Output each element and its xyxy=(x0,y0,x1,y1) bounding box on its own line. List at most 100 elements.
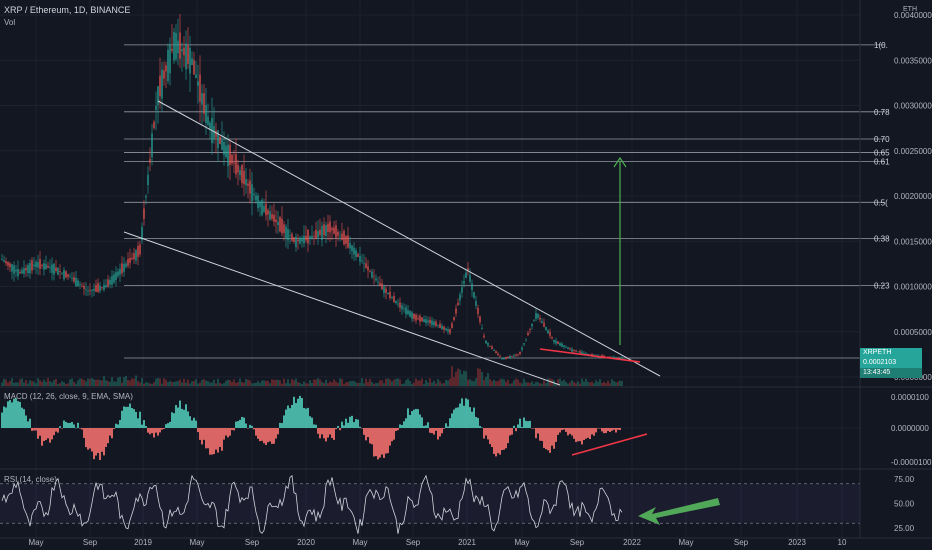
volume-bar xyxy=(251,383,253,386)
volume-bar xyxy=(23,382,25,386)
target-arrow-head[interactable] xyxy=(613,156,627,168)
candle-body xyxy=(591,353,593,356)
candle-body xyxy=(19,271,21,273)
y-tick-label: 0.0020000 xyxy=(894,192,932,201)
candle-body xyxy=(313,235,315,237)
volume-bar xyxy=(77,380,79,386)
rsi-label: RSI (14, close) xyxy=(4,475,57,484)
candle-body xyxy=(481,328,483,329)
volume-bar xyxy=(391,381,393,386)
volume-bar xyxy=(591,381,593,386)
macd-bar xyxy=(619,428,621,430)
macd-bar xyxy=(13,398,15,428)
macd-bar xyxy=(449,418,451,428)
price-support-line[interactable] xyxy=(539,348,641,363)
volume-bar xyxy=(315,379,317,386)
volume-bar xyxy=(121,382,123,386)
volume-bar xyxy=(477,368,479,386)
macd-bar xyxy=(89,428,91,449)
volume-bar xyxy=(377,382,379,386)
upper-trendline[interactable] xyxy=(157,100,661,377)
candle-body xyxy=(547,330,549,334)
volume-bar xyxy=(549,378,551,386)
candle-body xyxy=(53,264,55,275)
macd-bar xyxy=(1,412,3,428)
candle-body xyxy=(31,260,33,271)
candle-body xyxy=(399,302,401,308)
y-tick-label: 0.0030000 xyxy=(894,102,932,111)
volume-bar xyxy=(203,379,205,386)
macd-bar xyxy=(323,428,325,439)
volume-bar xyxy=(41,381,43,386)
macd-bar xyxy=(141,424,143,428)
macd-bar xyxy=(381,428,383,455)
candle-body xyxy=(273,214,275,222)
candle-body xyxy=(567,347,569,349)
volume-bar xyxy=(373,383,375,386)
macd-bar xyxy=(247,428,249,429)
volume-bar xyxy=(597,381,599,386)
volume-bar xyxy=(341,379,343,386)
candle-body xyxy=(501,358,503,360)
volume-bar xyxy=(503,379,505,386)
macd-bar xyxy=(371,428,373,445)
volume-bar xyxy=(209,382,211,386)
macd-bar xyxy=(369,428,371,444)
volume-bar xyxy=(575,383,577,386)
volume-bar xyxy=(513,380,515,386)
volume-bar xyxy=(75,383,77,386)
macd-bar xyxy=(505,428,507,449)
candle-body xyxy=(359,256,361,262)
drawings[interactable] xyxy=(123,100,720,525)
candle-body xyxy=(485,340,487,344)
volume-bar xyxy=(419,380,421,386)
candle-body xyxy=(153,121,155,128)
candle-body xyxy=(287,229,289,241)
macd-bar xyxy=(181,408,183,428)
volume-bar xyxy=(531,381,533,386)
macd-bar xyxy=(293,396,295,428)
macd-bar xyxy=(347,422,349,428)
candle-body xyxy=(119,268,121,275)
candle-body xyxy=(469,275,471,282)
candle-body xyxy=(237,164,239,173)
volume-bar xyxy=(325,379,327,386)
volume-bar xyxy=(277,379,279,386)
lower-trendline[interactable] xyxy=(123,231,561,386)
macd-bar xyxy=(447,426,449,428)
candle-body xyxy=(33,264,35,267)
macd-bar xyxy=(35,428,37,431)
currency-label: ETH xyxy=(903,6,917,13)
macd-bar xyxy=(283,415,285,428)
volume-bar xyxy=(329,381,331,386)
volume-bar xyxy=(37,378,39,386)
volume-bar xyxy=(337,382,339,386)
volume-bar xyxy=(417,380,419,386)
macd-label: MACD (12, 26, close, 9, EMA, SMA) xyxy=(4,392,133,401)
volume-bar xyxy=(199,382,201,386)
volume-bar xyxy=(53,379,55,386)
fib-retracement[interactable]: 1(0. 0.78 0.70 0.650.61 0.5(0.38 0.23 xyxy=(124,41,890,359)
volume-bar xyxy=(59,383,61,386)
macd-bar xyxy=(303,407,305,428)
volume-bar xyxy=(451,366,453,386)
volume-bar xyxy=(159,378,161,386)
volume-bar xyxy=(157,378,159,386)
volume-bar xyxy=(21,378,23,386)
candle-body xyxy=(225,145,227,158)
volume-bar xyxy=(349,381,351,386)
candle-body xyxy=(93,288,95,291)
candle-body xyxy=(421,317,423,322)
volume-bar xyxy=(459,369,461,386)
candle-body xyxy=(87,290,89,292)
macd-bar xyxy=(411,411,413,428)
macd-divergence-line[interactable] xyxy=(571,433,648,456)
macd-bar xyxy=(51,428,53,440)
volume-bar xyxy=(211,382,213,386)
volume-bar xyxy=(369,378,371,386)
macd-y-tick-label: -0.0000100 xyxy=(891,458,932,467)
macd-bar xyxy=(53,428,55,436)
candle-body xyxy=(427,320,429,323)
rsi-arrow[interactable] xyxy=(638,498,720,525)
candle-body xyxy=(539,317,541,320)
